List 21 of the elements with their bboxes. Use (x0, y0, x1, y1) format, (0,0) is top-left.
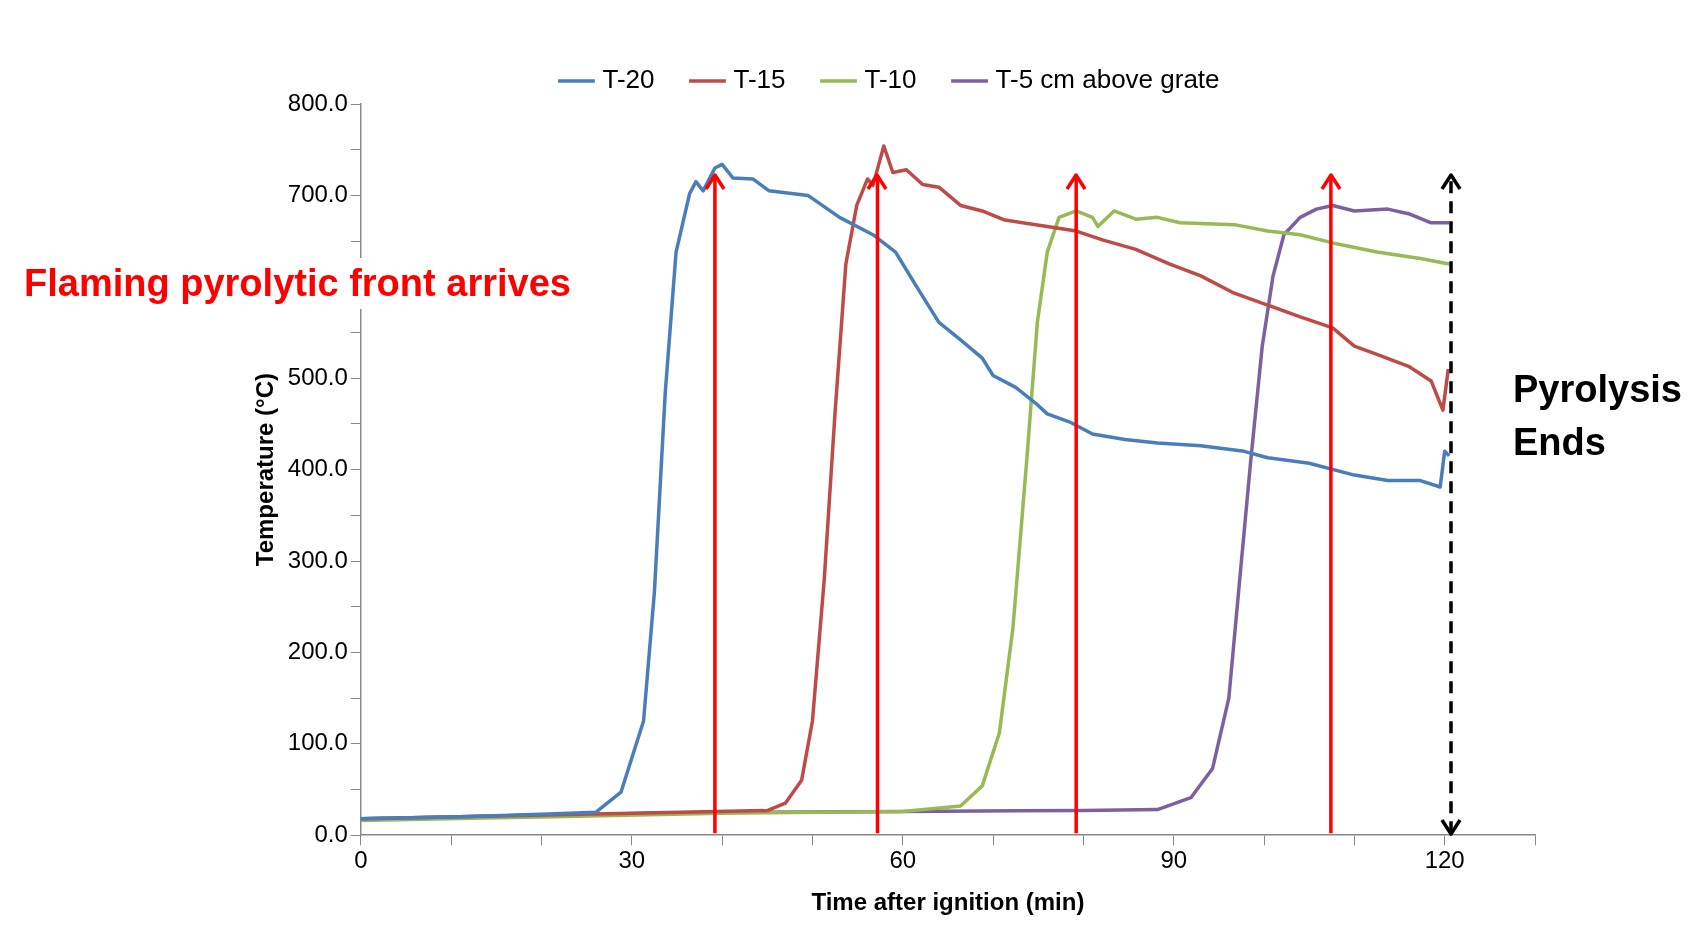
x-axis-title: Time after ignition (min) (811, 888, 1085, 916)
legend-label: T-15 (733, 64, 786, 95)
x-tick-label: 90 (1160, 845, 1188, 873)
legend-label: T-10 (864, 64, 917, 95)
y-tick-label: 500.0 (287, 362, 348, 390)
annotation: Flaming pyrolytic front arrives (18, 258, 577, 309)
y-tick-label: 0.0 (314, 819, 348, 847)
y-tick-label: 300.0 (287, 545, 348, 573)
y-axis-title: Temperature (°C) (251, 373, 279, 567)
x-tick-label: 120 (1424, 845, 1465, 873)
y-tick-label: 200.0 (287, 637, 348, 665)
y-tick-label: 700.0 (287, 180, 348, 208)
legend-label: T-20 (602, 64, 655, 95)
x-tick-label: 60 (889, 845, 917, 873)
x-tick-label: 0 (354, 845, 368, 873)
y-tick-label: 800.0 (287, 88, 348, 116)
legend-label: T-5 cm above grate (995, 64, 1220, 95)
annotation: Pyrolysis Ends (1513, 367, 1683, 466)
y-tick-label: 400.0 (287, 454, 348, 482)
y-tick-label: 100.0 (287, 728, 348, 756)
x-tick-label: 30 (618, 845, 646, 873)
